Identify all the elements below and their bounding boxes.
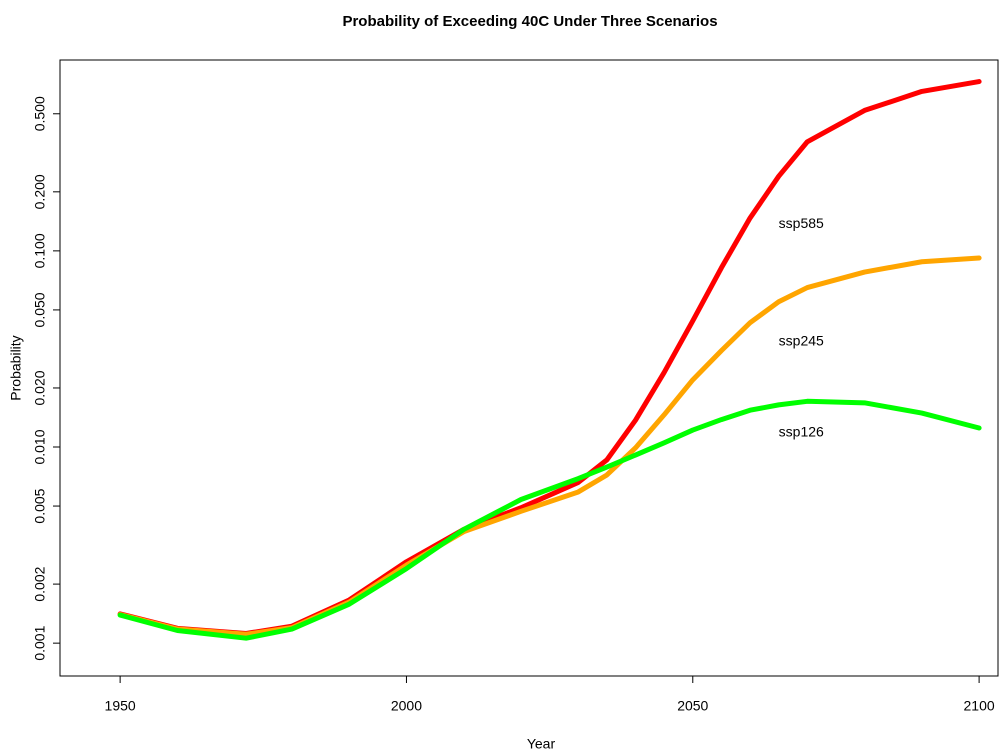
y-tick-label: 0.010 (32, 429, 48, 464)
y-tick-label: 0.002 (32, 566, 48, 601)
series-line (117, 255, 982, 637)
y-tick-label: 0.020 (32, 370, 48, 405)
y-tick-label: 0.500 (32, 96, 48, 131)
chart-title: Probability of Exceeding 40C Under Three… (342, 13, 717, 30)
x-tick-label: 1950 (105, 698, 136, 714)
x-tick-label: 2000 (391, 698, 422, 714)
annotation: ssp126 (779, 424, 824, 440)
annotation: ssp245 (779, 332, 824, 348)
y-tick-label: 0.100 (32, 233, 48, 268)
x-axis-label: Year (527, 736, 556, 752)
plot-frame (59, 59, 999, 677)
series-line (117, 398, 982, 641)
annotation: ssp585 (779, 215, 824, 231)
x-tick-label: 2100 (964, 698, 995, 714)
y-axis-label: Probability (8, 335, 24, 400)
x-tick-label: 2050 (677, 698, 708, 714)
series-line (117, 79, 982, 636)
y-tick-label: 0.200 (32, 174, 48, 209)
y-tick-label: 0.050 (32, 292, 48, 327)
y-tick-label: 0.005 (32, 488, 48, 523)
y-tick-label: 0.001 (32, 625, 48, 660)
